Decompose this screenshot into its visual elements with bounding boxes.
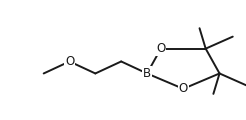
Text: O: O [179, 82, 188, 95]
Text: O: O [156, 42, 166, 55]
Text: O: O [65, 55, 74, 68]
Text: B: B [143, 67, 151, 80]
